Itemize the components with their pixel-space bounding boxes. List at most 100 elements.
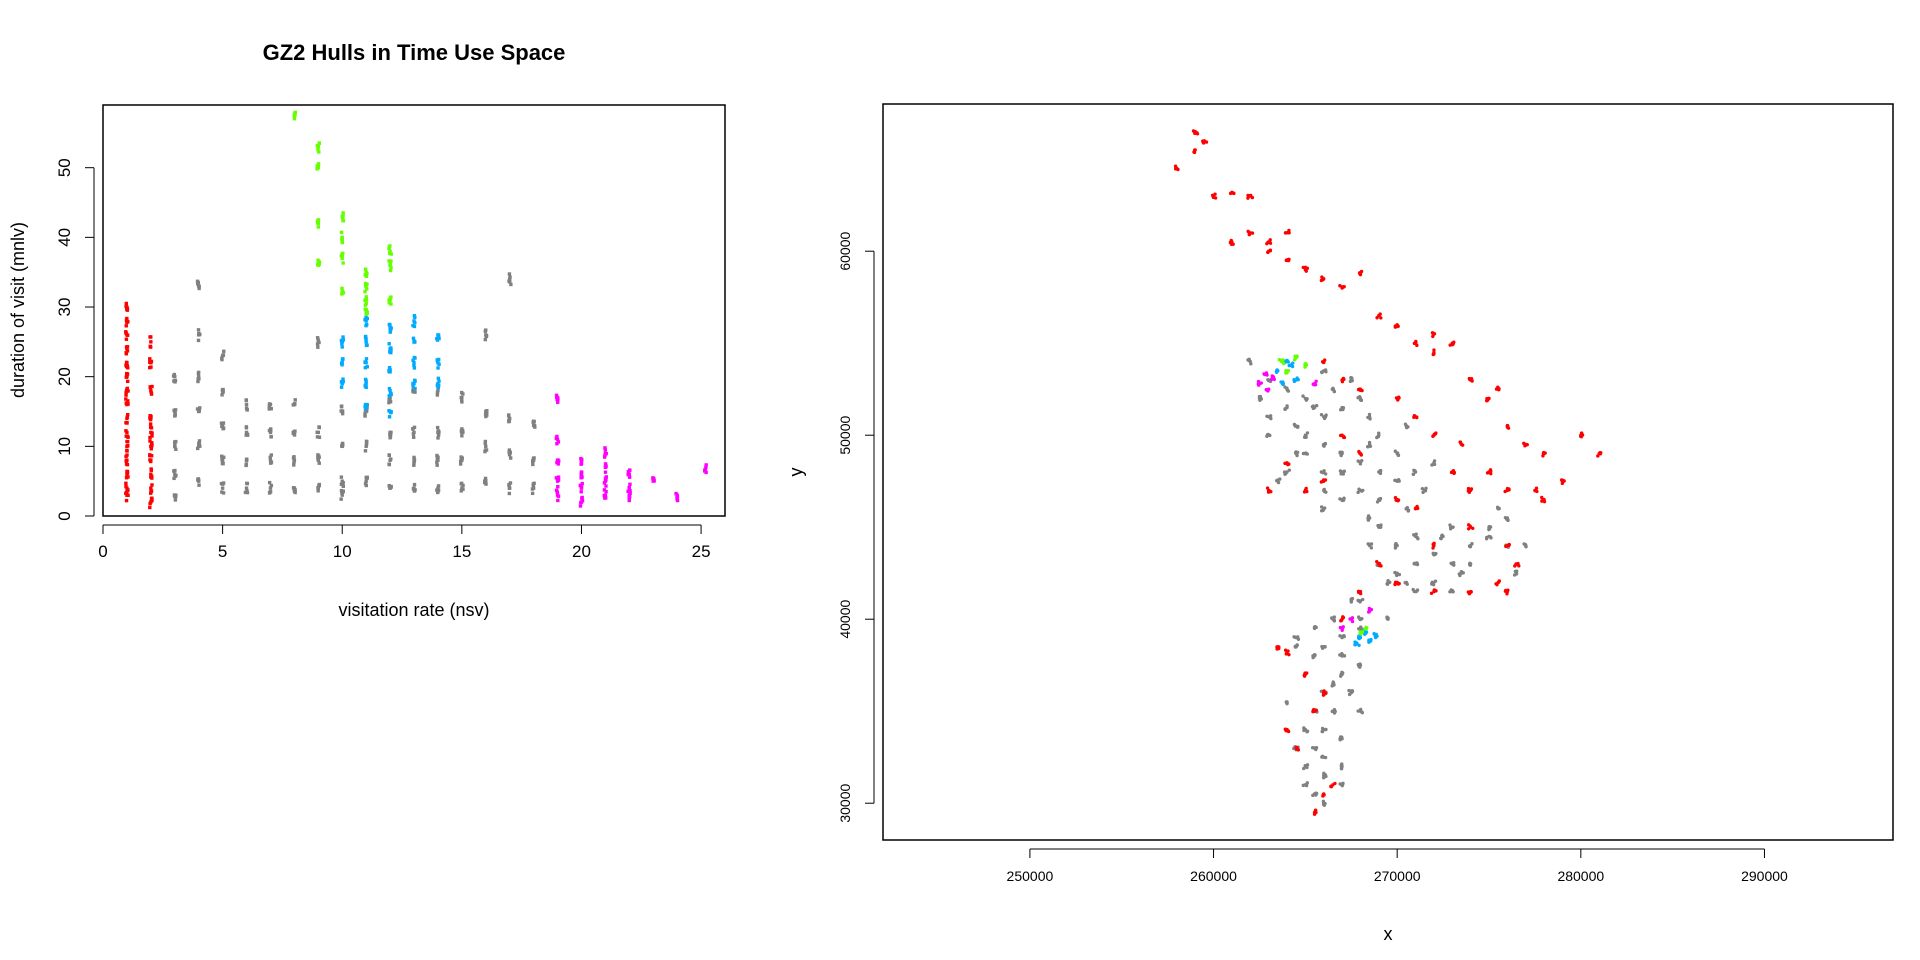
right-point xyxy=(1420,486,1425,491)
right-point xyxy=(1312,812,1317,816)
left-point xyxy=(387,301,391,305)
right-point xyxy=(1313,382,1318,387)
left-point xyxy=(316,458,321,462)
left-point xyxy=(221,353,226,357)
right-point xyxy=(1314,791,1318,795)
right-point xyxy=(1301,394,1305,398)
right-point xyxy=(1432,588,1437,592)
right-point xyxy=(1366,445,1370,449)
left-point xyxy=(484,479,488,483)
left-point xyxy=(364,444,368,449)
left-point xyxy=(579,459,583,464)
right-point xyxy=(1503,489,1507,494)
right-point xyxy=(1257,383,1261,387)
right-point xyxy=(1349,600,1354,604)
right-point xyxy=(1496,506,1500,511)
left-point xyxy=(364,439,369,444)
right-point xyxy=(1329,784,1334,789)
left-chart-title: GZ2 Hulls in Time Use Space xyxy=(263,40,566,65)
left-point xyxy=(412,463,416,467)
left-point xyxy=(316,221,320,225)
left-point xyxy=(173,411,177,416)
right-point xyxy=(1268,238,1272,242)
right-point xyxy=(1347,688,1351,693)
right-point xyxy=(1295,453,1299,458)
right-point xyxy=(1303,362,1307,367)
left-point xyxy=(556,475,561,479)
right-point xyxy=(1274,478,1279,483)
left-point xyxy=(172,469,176,473)
left-point xyxy=(196,280,201,285)
left-point xyxy=(124,484,128,489)
left-point xyxy=(269,407,273,411)
right-point xyxy=(1277,645,1281,649)
right-point xyxy=(1266,378,1270,382)
left-point xyxy=(267,480,272,485)
right-point xyxy=(1356,589,1361,593)
right-point xyxy=(1414,506,1418,511)
left-point xyxy=(580,475,584,479)
right-point xyxy=(1339,433,1343,438)
left-point xyxy=(125,448,129,453)
left-point xyxy=(126,412,130,417)
right-point xyxy=(1278,477,1282,481)
left-point xyxy=(340,256,344,260)
left-point xyxy=(339,338,344,343)
left-point xyxy=(197,439,202,443)
right-point xyxy=(1448,523,1452,527)
left-point xyxy=(315,435,320,439)
left-point xyxy=(436,388,440,393)
right-point xyxy=(1368,444,1373,448)
left-point xyxy=(484,444,488,449)
left-point xyxy=(363,412,367,416)
right-point xyxy=(1312,626,1317,630)
right-point xyxy=(1283,231,1288,235)
left-point xyxy=(363,404,367,409)
left-point xyxy=(267,407,272,411)
right-point xyxy=(1266,432,1270,437)
left-point xyxy=(675,498,680,503)
left-point xyxy=(603,446,607,450)
right-point xyxy=(1512,573,1517,577)
left-point xyxy=(413,379,417,383)
right-point xyxy=(1284,652,1289,656)
left-point xyxy=(436,376,441,381)
right-point xyxy=(1397,396,1401,400)
left-point xyxy=(435,425,440,430)
left-point xyxy=(579,500,583,505)
left-point xyxy=(436,383,441,388)
left-point xyxy=(389,485,393,489)
left-point xyxy=(459,455,463,459)
left-point xyxy=(365,408,369,413)
right-point xyxy=(1516,561,1520,566)
left-point xyxy=(413,390,417,394)
left-point xyxy=(627,485,631,490)
left-point xyxy=(340,341,344,346)
left-point xyxy=(125,345,130,349)
left-point xyxy=(220,486,225,490)
left-point xyxy=(627,468,632,472)
left-point xyxy=(315,144,320,148)
left-point xyxy=(508,481,513,485)
left-point xyxy=(269,453,274,457)
left-point xyxy=(124,337,129,341)
right-scatter-panel: 250000 260000 270000 280000 290000 30000 4000… xyxy=(786,103,1894,944)
left-point xyxy=(172,493,177,497)
right-point xyxy=(1258,394,1263,399)
right-point xyxy=(1360,630,1364,635)
right-point xyxy=(1281,358,1285,362)
right-point xyxy=(1466,486,1471,491)
right-point xyxy=(1379,316,1383,320)
left-point xyxy=(126,402,130,406)
right-point xyxy=(1332,615,1337,619)
left-point xyxy=(531,462,535,467)
left-point xyxy=(628,482,632,486)
right-point xyxy=(1246,196,1250,200)
left-point xyxy=(340,493,344,497)
left-point xyxy=(459,390,464,395)
left-point xyxy=(507,448,512,452)
right-point xyxy=(1319,470,1324,474)
left-point xyxy=(364,340,368,344)
left-point xyxy=(413,356,417,360)
right-point xyxy=(1412,589,1416,594)
